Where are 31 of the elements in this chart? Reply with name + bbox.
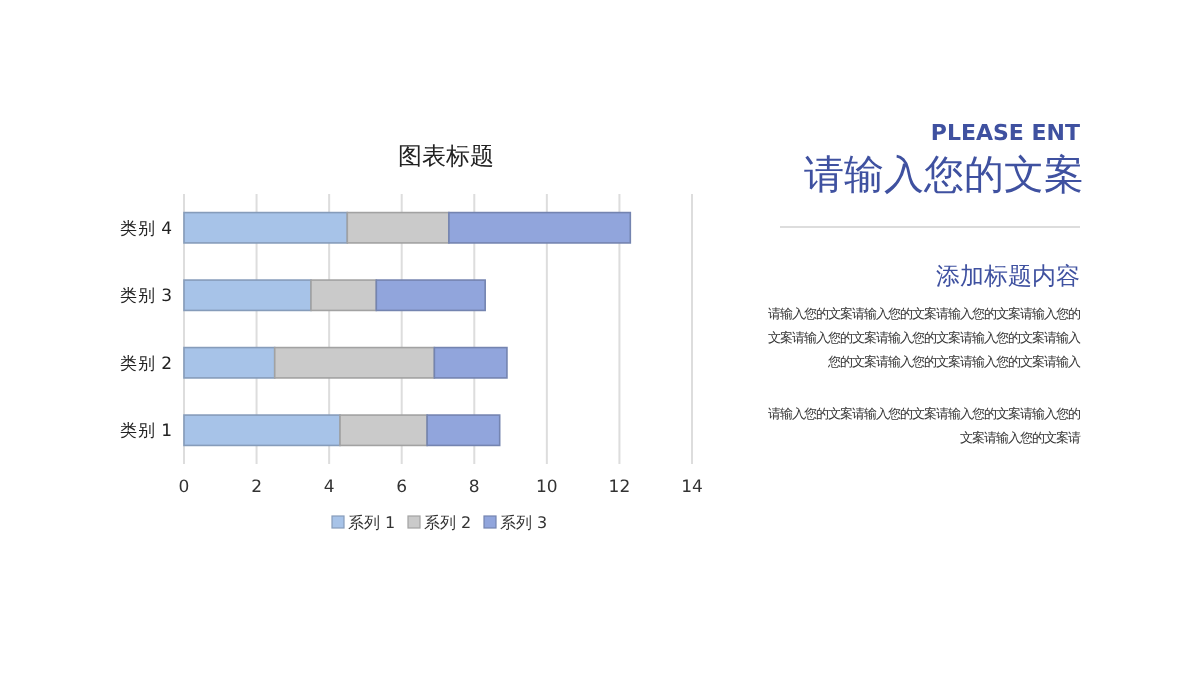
bar [310,279,378,312]
x-tick-label: 6 [396,478,408,498]
x-tick-label: 14 [681,478,703,498]
bar [183,279,312,312]
bar [433,346,508,379]
legend-label: 系列 2 [424,514,472,532]
bar [183,414,341,447]
bar [339,414,428,447]
text: 请输入您的文案 [802,148,1084,200]
x-tick-label: 8 [468,478,480,498]
bar [448,211,632,244]
bar [346,211,450,244]
x-tick-label: 4 [323,478,335,498]
text: PLEASE ENT [928,120,1080,148]
legend-label: 系列 1 [348,514,396,532]
y-tick-label: 类别 2 [119,352,172,375]
bar [426,414,501,447]
x-tick-label: 10 [536,478,558,498]
text: 添加标题内容 [934,260,1080,292]
bar [183,346,276,379]
chart-title: 图表标题 [398,142,494,170]
bar [375,279,486,312]
y-tick-label: 类别 3 [119,285,172,308]
legend-label: 系列 3 [500,514,548,532]
x-tick-label: 12 [608,478,631,498]
x-tick-label: 2 [251,478,262,498]
bar [273,346,436,379]
bar [183,211,349,244]
y-tick-label: 类别 4 [119,217,172,240]
y-tick-label: 类别 1 [119,420,172,443]
x-tick-label: 0 [178,478,190,498]
